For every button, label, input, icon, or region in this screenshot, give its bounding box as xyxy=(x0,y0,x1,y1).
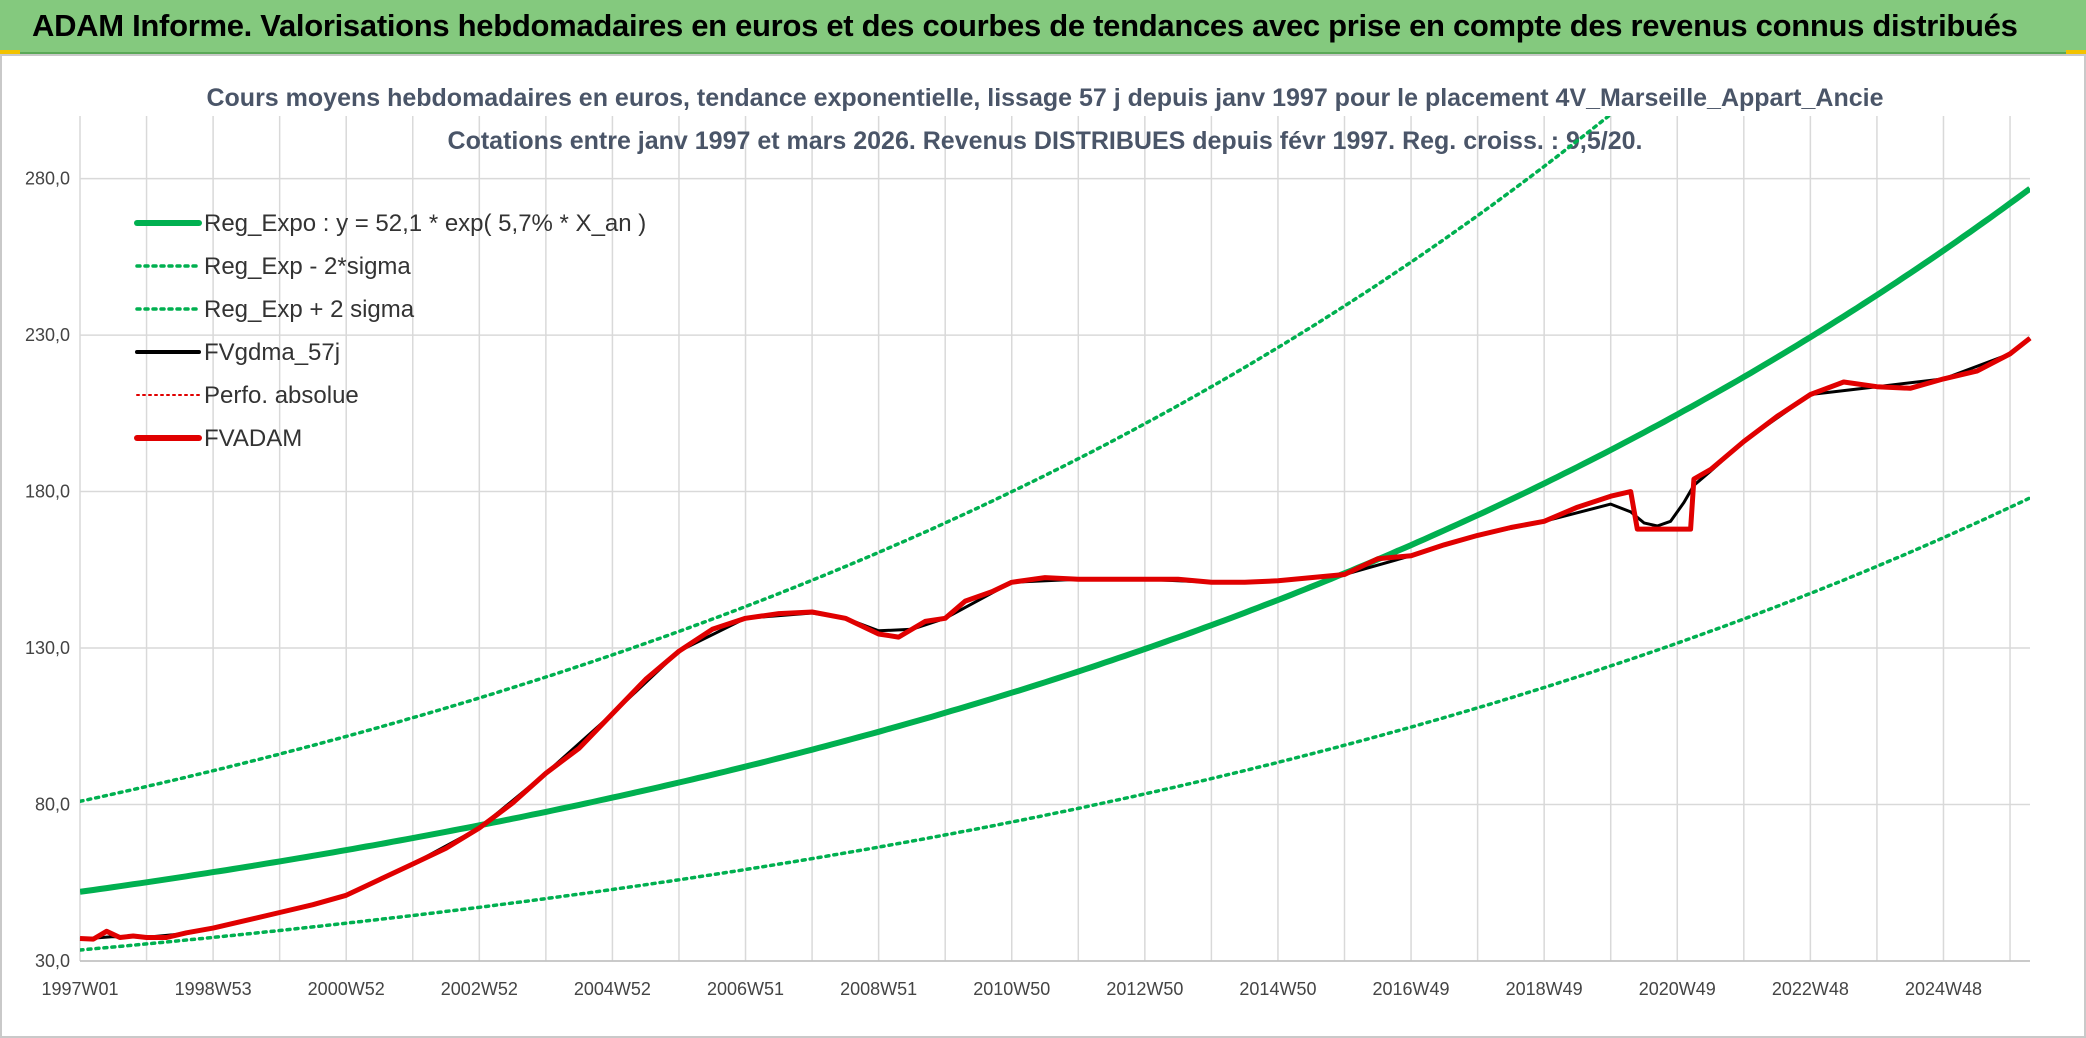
y-tick-label: 30,0 xyxy=(35,951,70,971)
chart-svg: Cours moyens hebdomadaires en euros, ten… xyxy=(25,84,2032,999)
chart-title-line1: Cours moyens hebdomadaires en euros, ten… xyxy=(206,84,1883,112)
legend-label: Reg_Exp + 2 sigma xyxy=(204,296,415,323)
y-tick-label: 80,0 xyxy=(35,795,70,815)
x-axis: 1997W01 1998W53 2000W52 2002W52 2004W52 2006W… xyxy=(41,979,1982,999)
x-tick-label: 2024W48 xyxy=(1905,979,1982,999)
chart-title-line2: Cotations entre janv 1997 et mars 2026. … xyxy=(448,127,1643,155)
x-tick-label: 2012W50 xyxy=(1106,979,1183,999)
legend-label: Reg_Expo : y = 52,1 * exp( 5,7% * X_an ) xyxy=(204,210,646,237)
x-tick-label: 2002W52 xyxy=(441,979,518,999)
grid xyxy=(79,116,2030,962)
y-tick-label: 130,0 xyxy=(25,638,70,658)
x-tick-label: 2000W52 xyxy=(308,979,385,999)
x-tick-label: 1998W53 xyxy=(175,979,252,999)
x-tick-label: 2010W50 xyxy=(973,979,1050,999)
x-tick-label: 2022W48 xyxy=(1772,979,1849,999)
fvadam-line xyxy=(79,336,2032,942)
reg-exp-minus-2sigma-line xyxy=(80,496,2030,952)
legend-label: FVADAM xyxy=(204,425,302,452)
legend: Reg_Expo : y = 52,1 * exp( 5,7% * X_an )… xyxy=(134,210,646,452)
reg-expo-line xyxy=(80,186,2030,895)
y-axis: 30,0 80,0 130,0 180,0 230,0 280,0 xyxy=(25,169,70,971)
x-tick-label: 2020W49 xyxy=(1639,979,1716,999)
report-banner: ADAM Informe. Valorisations hebdomadaire… xyxy=(0,0,2086,54)
report-title: ADAM Informe. Valorisations hebdomadaire… xyxy=(32,8,2018,43)
fvgdma-57j-line xyxy=(79,337,2031,941)
corner-mark-right xyxy=(2066,50,2086,56)
legend-label: FVgdma_57j xyxy=(204,339,340,366)
x-tick-label: 2004W52 xyxy=(574,979,651,999)
x-tick-label: 2014W50 xyxy=(1239,979,1316,999)
series-layer xyxy=(79,116,2032,952)
corner-mark-left xyxy=(0,50,20,56)
x-tick-label: 2016W49 xyxy=(1373,979,1450,999)
x-tick-label: 2008W51 xyxy=(840,979,917,999)
x-tick-label: 2006W51 xyxy=(707,979,784,999)
y-tick-label: 230,0 xyxy=(25,325,70,345)
legend-label: Perfo. absolue xyxy=(204,382,359,409)
y-tick-label: 280,0 xyxy=(25,169,70,189)
legend-label: Reg_Exp - 2*sigma xyxy=(204,253,411,280)
perfo-absolue-line xyxy=(79,337,2031,940)
x-tick-label: 2018W49 xyxy=(1506,979,1583,999)
x-tick-label: 1997W01 xyxy=(41,979,118,999)
reg-exp-plus-2sigma-line xyxy=(80,116,1612,804)
chart-frame: Cours moyens hebdomadaires en euros, ten… xyxy=(0,54,2086,1038)
y-tick-label: 180,0 xyxy=(25,482,70,502)
